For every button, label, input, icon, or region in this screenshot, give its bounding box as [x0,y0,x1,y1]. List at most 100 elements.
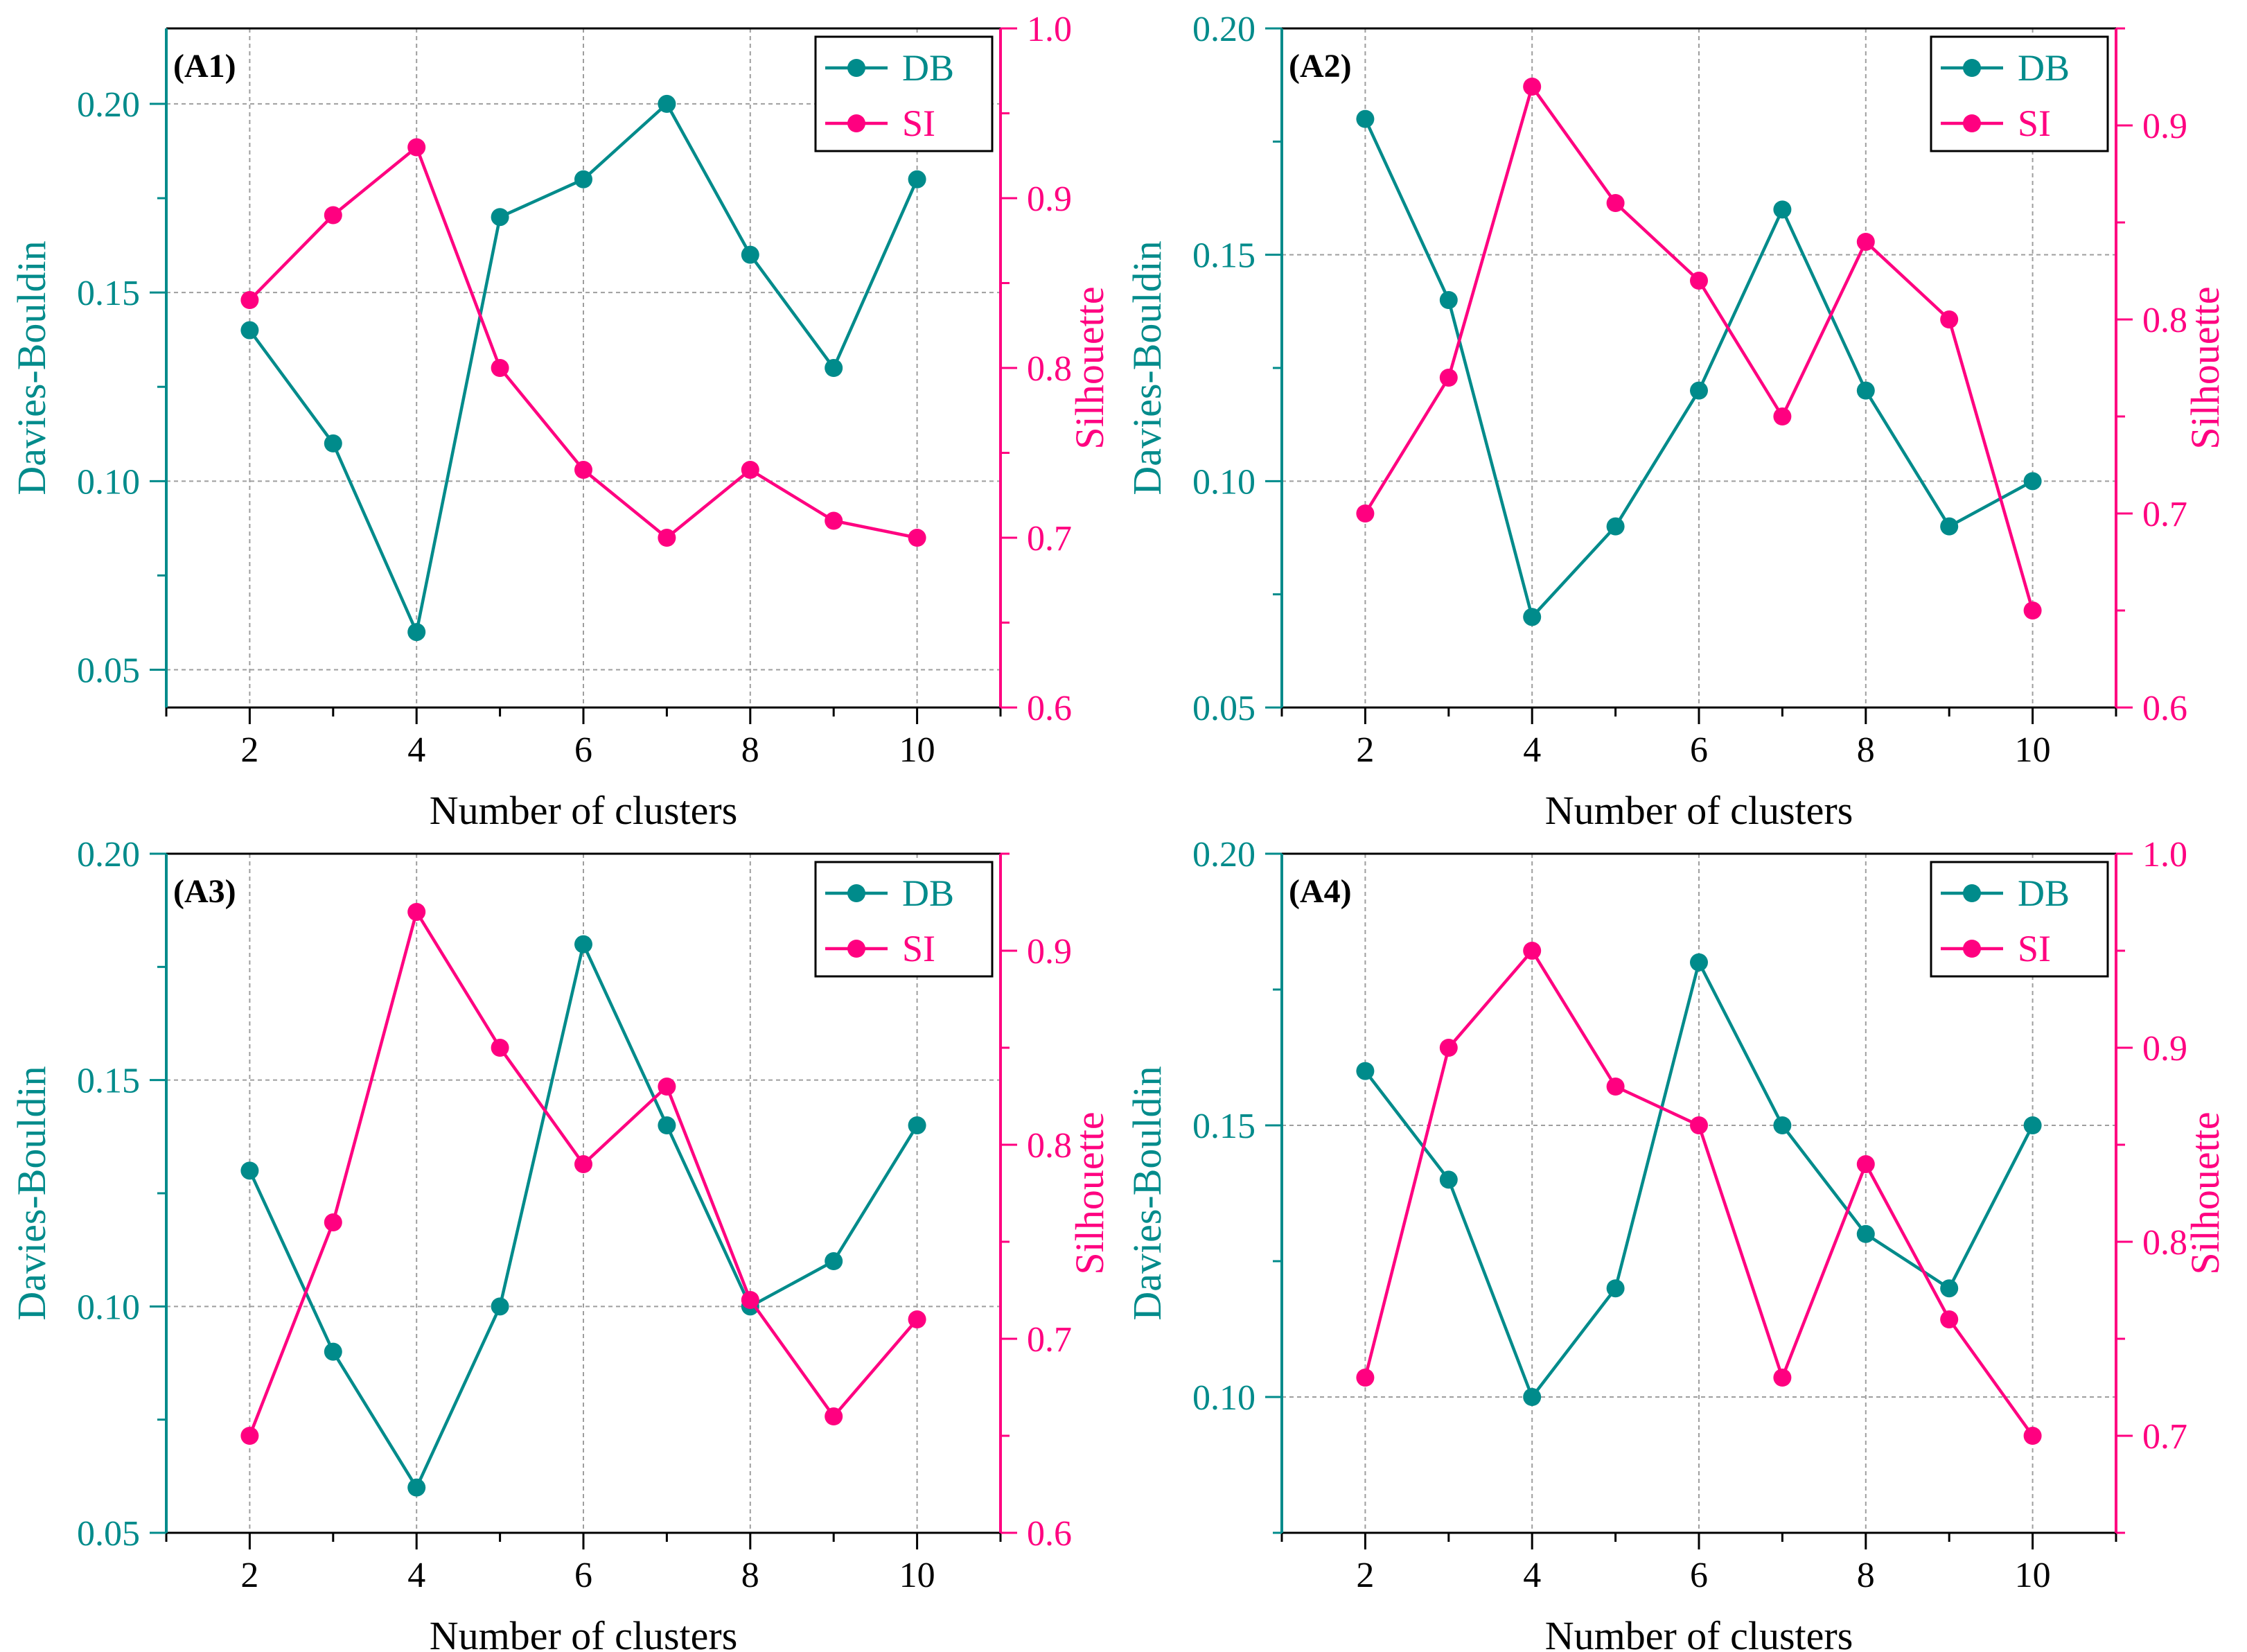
legend-db-marker [1963,59,1981,77]
db-point [324,434,342,452]
db-point [1356,1062,1375,1080]
x-tick-label: 6 [574,1556,592,1595]
right-y-tick-label: 0.8 [1027,349,1072,389]
right-y-tick-label: 1.0 [2142,835,2187,875]
si-point [1856,233,1875,251]
x-tick-label: 10 [2015,730,2051,770]
si-point [324,206,342,225]
left-y-tick-label: 0.05 [1192,689,1255,728]
si-point [908,1310,926,1328]
si-point [1940,1310,1959,1328]
si-point [2023,1427,2042,1445]
chart-panel-a4: 2 4 6 8 10 0.10 0.15 0.20 0.7 0.8 0.9 1.0 Number of … [1125,835,2228,1652]
chart-panel-a2: 2 4 6 8 10 0.05 0.10 0.15 0.20 0.6 0.7 0.8 0.9 Number… [1125,10,2228,833]
legend-si-marker [847,114,865,132]
si-point [1773,1369,1792,1387]
legend-db-marker [847,884,865,902]
x-tick-label: 2 [240,730,258,770]
legend-db-marker [847,59,865,77]
db-point [1690,953,1708,972]
si-point [1856,1155,1875,1173]
right-y-tick-label: 0.8 [2142,1223,2187,1263]
legend-si-label: SI [2018,928,2051,969]
right-y-tick-label: 0.6 [1027,689,1072,728]
right-y-tick-label: 0.6 [1027,1514,1072,1554]
si-point [574,461,592,479]
db-point [574,935,592,954]
db-point [658,1116,676,1134]
legend-si-marker [1963,114,1981,132]
db-point [407,1478,426,1497]
right-y-tick-label: 0.9 [2142,107,2187,146]
right-y-tick-label: 0.7 [1027,1320,1072,1360]
x-tick-label: 8 [741,1556,759,1595]
legend-box [814,35,994,152]
legend-db-marker [1963,884,1981,902]
x-tick-label: 6 [1690,1556,1708,1595]
si-point [240,291,259,309]
x-tick-label: 10 [2015,1556,2051,1595]
left-y-tick-label: 0.20 [77,85,140,125]
right-y-tick-label: 0.6 [2142,689,2187,728]
db-point [1606,1279,1625,1298]
si-point [1690,272,1708,290]
right-y-tick-label: 0.9 [2142,1029,2187,1069]
db-point [1439,1170,1458,1189]
si-point [658,1078,676,1096]
x-tick-label: 2 [240,1556,258,1595]
left-y-tick-label: 0.15 [77,274,140,313]
si-point [1356,1369,1375,1387]
si-point [1439,369,1458,387]
left-y-tick-label: 0.20 [77,835,140,875]
chart-panel-a1: 2 4 6 8 10 0.05 0.10 0.15 0.20 0.6 0.7 0.8 0.9 1.0 Num… [9,10,1112,833]
panel-label: (A1) [173,48,236,85]
left-y-tick-label: 0.10 [1192,1378,1255,1418]
panel-label: (A2) [1289,48,1352,85]
db-point [658,94,676,113]
db-point [2023,1116,2042,1134]
legend-si-label: SI [902,103,935,144]
x-axis-title: Number of clusters [1545,1613,1853,1652]
db-point [240,321,259,340]
legend-db-label: DB [902,872,954,914]
left-y-tick-label: 0.15 [1192,236,1255,276]
si-point [574,1155,592,1173]
db-point [574,170,592,188]
x-tick-label: 8 [1857,1556,1875,1595]
panel-label: (A3) [173,873,236,910]
right-y-axis-title: Silhouette [1067,286,1112,449]
legend-box [1930,861,2109,978]
si-point [908,529,926,547]
x-axis-title: Number of clusters [430,788,738,833]
x-tick-label: 8 [1857,730,1875,770]
left-y-axis-title: Davies-Bouldin [1125,240,1170,495]
db-point [1856,1224,1875,1243]
legend-si-marker [1963,940,1981,958]
db-point [825,1252,843,1270]
right-y-tick-label: 0.7 [2142,1417,2187,1457]
db-point [908,1116,926,1134]
left-y-tick-label: 0.05 [77,1514,140,1554]
x-tick-label: 2 [1356,1556,1374,1595]
left-y-axis-title: Davies-Bouldin [9,1066,54,1320]
db-point [1606,517,1625,536]
si-point [407,903,426,921]
right-y-tick-label: 0.7 [1027,519,1072,559]
x-tick-label: 4 [407,730,425,770]
left-y-tick-label: 0.10 [1192,462,1255,502]
si-point [658,529,676,547]
left-y-tick-label: 0.15 [1192,1107,1255,1146]
db-point [1523,1388,1542,1406]
db-point [1690,381,1708,400]
db-point [825,359,843,377]
right-y-tick-label: 0.8 [2142,301,2187,340]
left-y-tick-label: 0.15 [77,1062,140,1101]
left-y-tick-label: 0.20 [1192,10,1255,49]
db-point [2023,472,2042,491]
db-point [1773,200,1792,219]
si-point [2023,601,2042,620]
right-y-tick-label: 0.9 [1027,932,1072,972]
si-point [1606,194,1625,212]
x-tick-label: 6 [574,730,592,770]
